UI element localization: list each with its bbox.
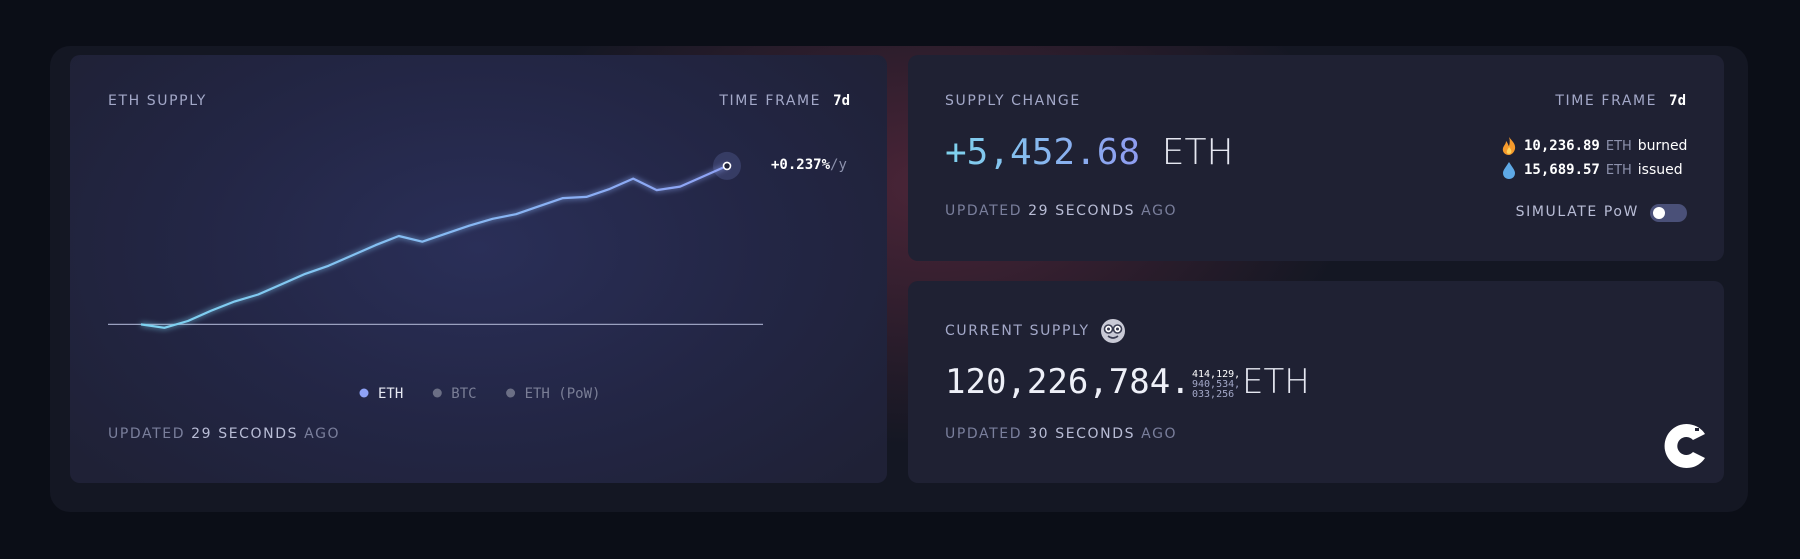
time-frame[interactable]: TIME FRAME 7d bbox=[1555, 93, 1686, 109]
fraction-line: 033,256 bbox=[1192, 389, 1235, 400]
time-frame-value[interactable]: 7d bbox=[833, 93, 850, 109]
fraction-line: 940,534, bbox=[1192, 379, 1241, 390]
simulate-label: SIMULATE PoW bbox=[1515, 204, 1639, 220]
updated: UPDATED 29 SECONDS AGO bbox=[945, 203, 1177, 219]
legend-dot bbox=[506, 388, 516, 398]
issued-row: 15,689.57 ETH issued bbox=[1500, 160, 1683, 180]
toggle-knob bbox=[1653, 207, 1665, 219]
issued-amount: 15,689.57 bbox=[1524, 162, 1600, 178]
updated-suffix: AGO bbox=[1141, 203, 1178, 219]
supply-change-card bbox=[908, 55, 1724, 261]
card-title: CURRENT SUPPLY bbox=[945, 323, 1090, 339]
time-frame[interactable]: TIME FRAME 7d bbox=[719, 93, 850, 109]
burned-unit: ETH bbox=[1605, 138, 1632, 154]
time-frame-label: TIME FRAME bbox=[1555, 93, 1658, 109]
change-value: +5,452.68 bbox=[945, 132, 1141, 173]
updated-time: 29 SECONDS bbox=[191, 426, 299, 442]
logo[interactable] bbox=[1655, 418, 1713, 474]
legend-label[interactable]: ETH (PoW) bbox=[525, 386, 601, 402]
legend-dot bbox=[359, 388, 369, 398]
issued-label: issued bbox=[1637, 162, 1683, 178]
end-point bbox=[722, 161, 732, 171]
updated-time: 30 SECONDS bbox=[1028, 426, 1136, 442]
card-title: SUPPLY CHANGE bbox=[945, 93, 1081, 109]
burned-amount: 10,236.89 bbox=[1524, 138, 1600, 154]
updated-suffix: AGO bbox=[1141, 426, 1178, 442]
updated-prefix: UPDATED bbox=[945, 203, 1023, 219]
time-frame-label: TIME FRAME bbox=[719, 93, 822, 109]
supply-unit: ETH bbox=[1242, 362, 1310, 402]
change-unit: ETH bbox=[1161, 132, 1234, 173]
updated-suffix: AGO bbox=[304, 426, 341, 442]
current-supply: 120,226,784. bbox=[945, 362, 1191, 402]
updated-time: 29 SECONDS bbox=[1028, 203, 1136, 219]
current-supply-card bbox=[908, 281, 1724, 483]
fraction-line: 414,129, bbox=[1192, 369, 1241, 380]
updated-prefix: UPDATED bbox=[108, 426, 186, 442]
drop-icon bbox=[1503, 162, 1515, 179]
issued-unit: ETH bbox=[1605, 162, 1632, 178]
updated: UPDATED 30 SECONDS AGO bbox=[945, 426, 1177, 442]
updated-prefix: UPDATED bbox=[945, 426, 1023, 442]
burned-row: 10,236.89 ETH burned bbox=[1500, 136, 1687, 156]
annotation: +0.237%/y bbox=[771, 157, 847, 173]
updated: UPDATED 29 SECONDS AGO bbox=[108, 426, 340, 442]
annotation-value: +0.237% bbox=[771, 157, 831, 173]
card-title: ETH SUPPLY bbox=[108, 93, 207, 109]
time-frame-value[interactable]: 7d bbox=[1669, 93, 1686, 109]
legend-label[interactable]: BTC bbox=[451, 386, 476, 402]
legend-dot bbox=[432, 388, 442, 398]
supply-fraction: 414,129, 940,534, 033,256 bbox=[1192, 370, 1240, 400]
legend-label[interactable]: ETH bbox=[378, 386, 403, 402]
supply-line bbox=[140, 164, 728, 329]
simulate-toggle[interactable] bbox=[1650, 204, 1687, 222]
nerd-icon bbox=[1101, 319, 1125, 343]
fire-icon bbox=[1502, 137, 1516, 155]
eth-supply-card bbox=[70, 55, 887, 483]
supply-change: +5,452.68 ETH bbox=[945, 132, 1234, 173]
annotation-unit: /y bbox=[830, 157, 847, 173]
burned-label: burned bbox=[1637, 138, 1688, 154]
